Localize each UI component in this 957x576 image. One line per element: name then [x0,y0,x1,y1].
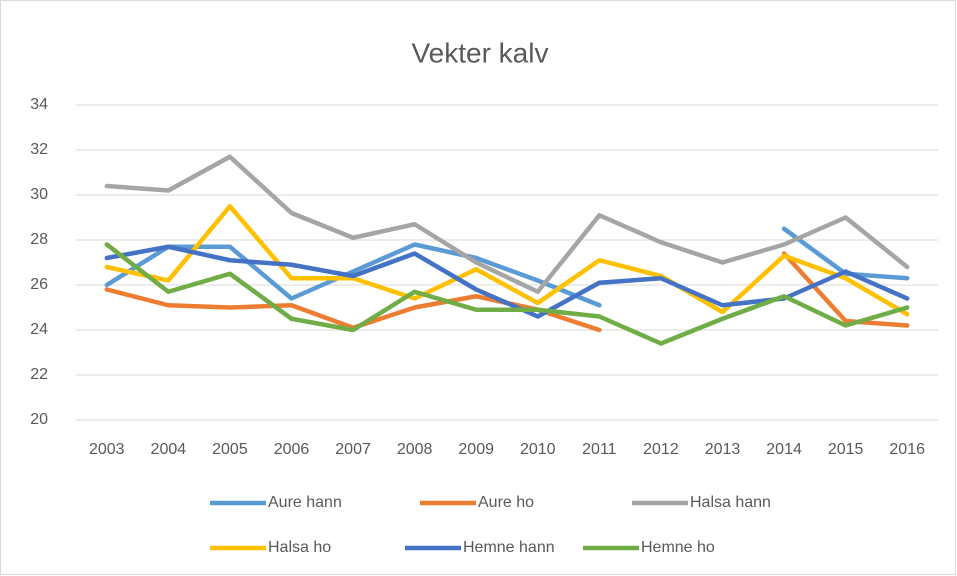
x-tick-label: 2004 [151,441,187,458]
y-tick-label: 22 [30,366,48,383]
series-line [104,154,910,294]
x-tick-label: 2003 [89,441,125,458]
y-tick-label: 28 [30,231,48,248]
legend-label: Aure hann [268,494,342,511]
y-tick-label: 24 [30,321,48,338]
x-tick-label: 2012 [643,441,679,458]
legend-label: Hemne hann [463,539,555,556]
x-tick-label: 2007 [335,441,371,458]
y-tick-label: 30 [30,186,48,203]
series-line [104,204,910,317]
x-tick-label: 2010 [520,441,556,458]
chart-title: Vekter kalv [412,37,549,68]
x-tick-label: 2011 [582,441,617,458]
x-tick-label: 2013 [705,441,741,458]
x-tick-label: 2015 [828,441,864,458]
x-tick-label: 2006 [274,441,310,458]
legend-label: Hemne ho [641,539,715,556]
x-tick-label: 2005 [212,441,248,458]
legend-label: Halsa hann [690,494,771,511]
x-tick-label: 2014 [766,441,802,458]
y-tick-label: 20 [30,411,48,428]
legend-label: Aure ho [478,494,534,511]
y-tick-label: 26 [30,276,48,293]
y-tick-label: 34 [30,96,48,113]
x-tick-label: 2016 [889,441,925,458]
legend-label: Halsa ho [268,539,331,556]
y-tick-label: 32 [30,141,48,158]
x-tick-label: 2008 [397,441,433,458]
x-tick-label: 2009 [458,441,494,458]
series-line [104,242,910,346]
